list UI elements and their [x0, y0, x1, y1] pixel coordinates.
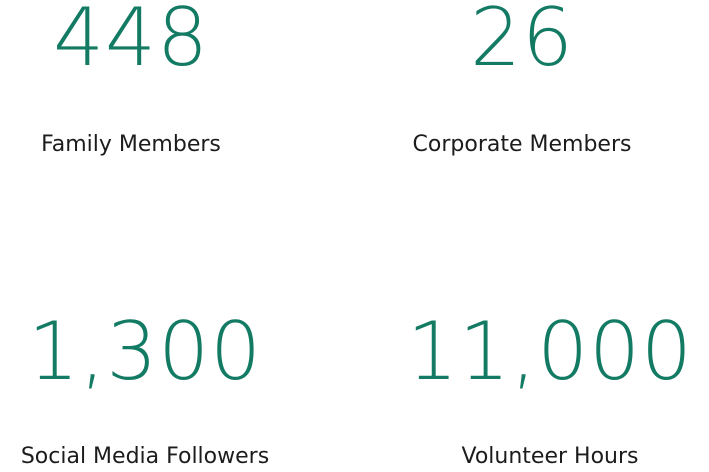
stat-label: Volunteer Hours	[461, 444, 639, 469]
stat: 1,300 Social Media Followers	[0, 305, 315, 468]
stat-label: Social Media Followers	[20, 444, 270, 469]
stat-value: 26	[470, 0, 574, 84]
stat: 448 Family Members	[0, 0, 301, 156]
stat-label: Corporate Members	[412, 132, 632, 157]
stat-value: 448	[53, 0, 209, 84]
stat-value: 11,000	[407, 305, 693, 398]
stat-label: Family Members	[41, 132, 221, 157]
stat: 26 Corporate Members	[352, 0, 692, 156]
stat-value: 1,300	[27, 305, 263, 398]
stat: 11,000 Volunteer Hours	[380, 305, 709, 468]
